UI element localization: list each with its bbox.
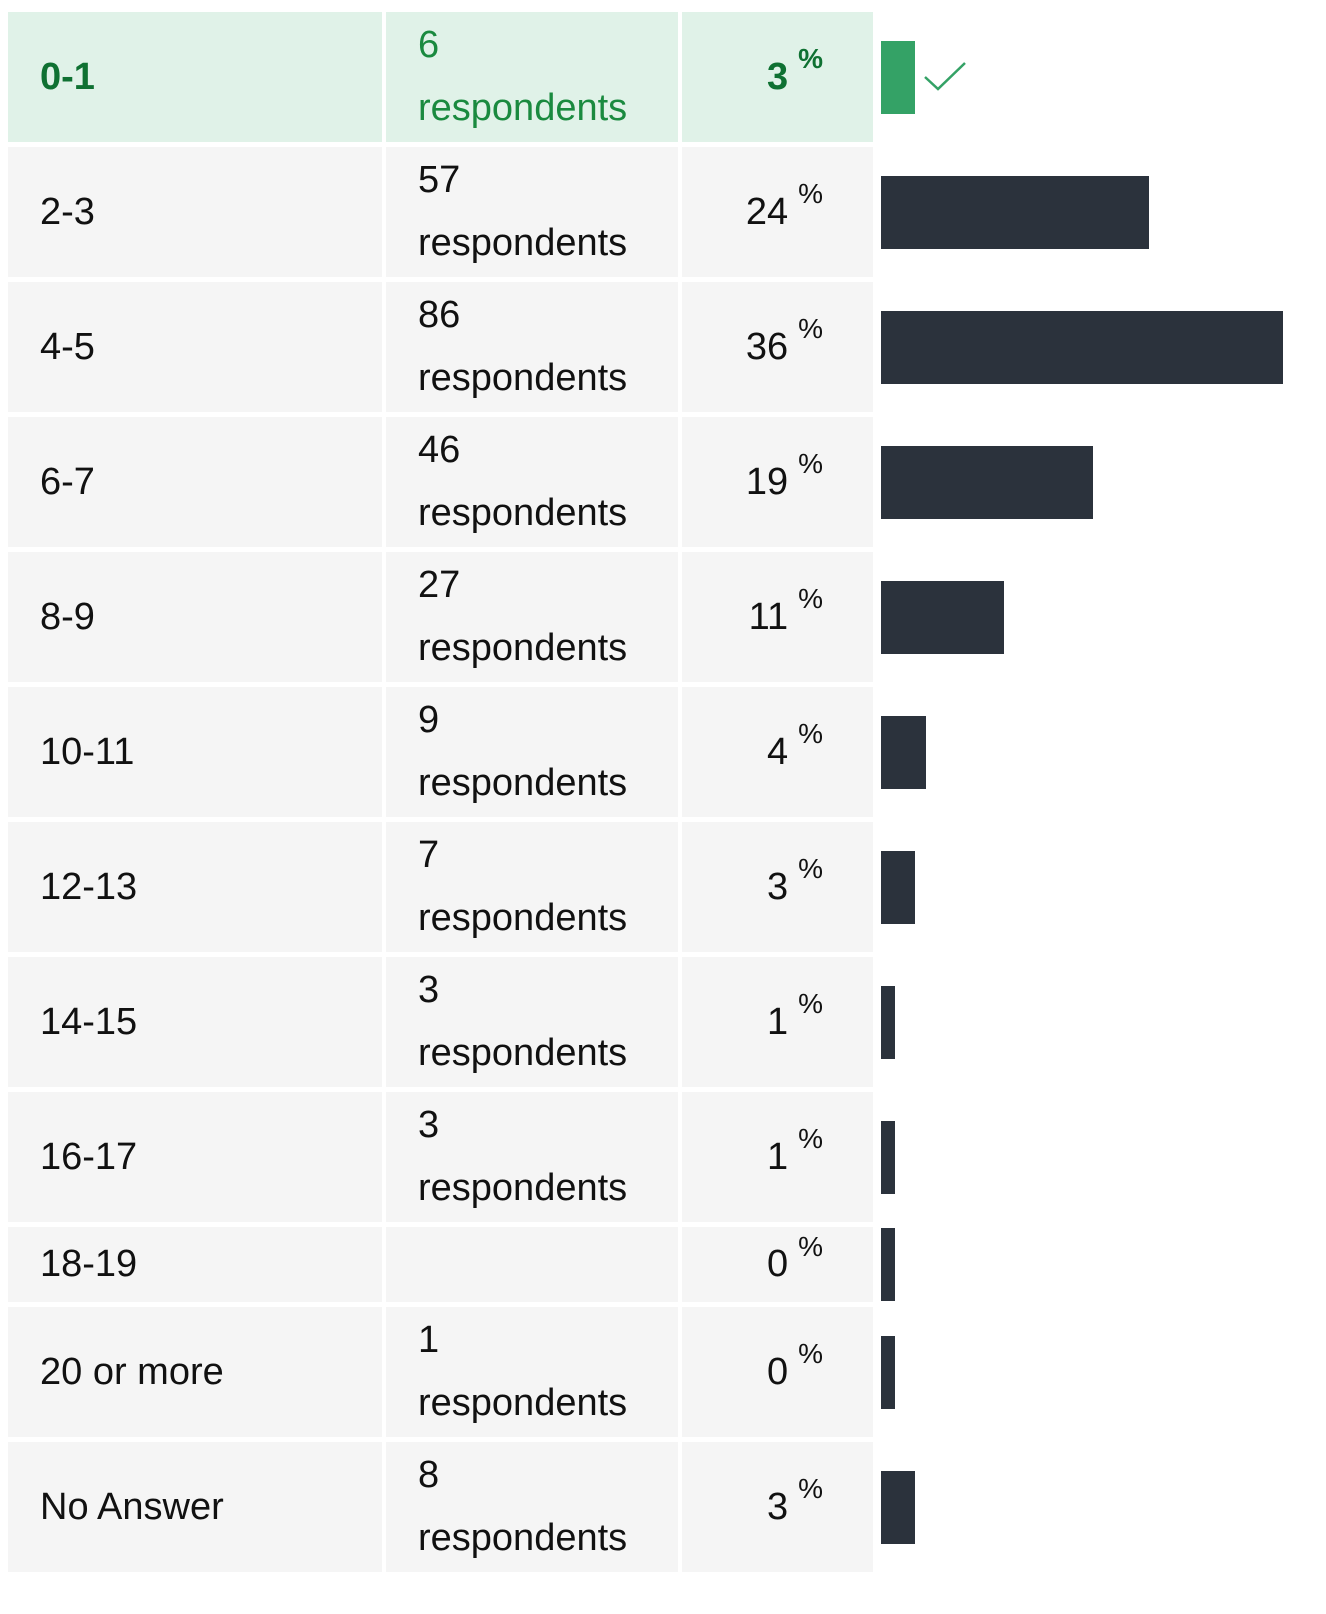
percent-symbol: % — [798, 448, 823, 479]
respondent-count: 86 respondents — [386, 282, 678, 412]
respondent-count: 27 respondents — [386, 552, 678, 682]
result-row: 18-19 0% — [8, 1227, 1326, 1302]
percent-value: 0% — [682, 1307, 873, 1437]
respondent-count: 1 respondents — [386, 1307, 678, 1437]
percent-value: 1% — [682, 1092, 873, 1222]
answer-label: 12-13 — [8, 822, 382, 952]
percent-value: 19% — [682, 417, 873, 547]
result-row: 12-13 7 respondents 3% — [8, 822, 1326, 952]
bar-area — [881, 1092, 1326, 1222]
percent-number: 3 — [766, 55, 789, 98]
respondent-count: 3 respondents — [386, 1092, 678, 1222]
answer-label: 6-7 — [8, 417, 382, 547]
percent-number: 1 — [766, 1000, 789, 1043]
answer-label: 16-17 — [8, 1092, 382, 1222]
percent-number: 36 — [745, 325, 789, 368]
result-bar — [881, 1120, 895, 1194]
percent-number: 0 — [766, 1350, 789, 1393]
percent-value: 0% — [682, 1227, 873, 1302]
answer-label: 0-1 — [8, 12, 382, 142]
percent-number: 4 — [766, 730, 789, 773]
percent-value: 4% — [682, 687, 873, 817]
result-bar — [881, 850, 915, 924]
result-bar — [881, 1335, 895, 1409]
bar-area — [881, 687, 1326, 817]
result-row: 6-7 46 respondents 19% — [8, 417, 1326, 547]
percent-number: 3 — [766, 1485, 789, 1528]
bar-area — [881, 282, 1326, 412]
result-row: 0-1 6 respondents 3% — [8, 12, 1326, 142]
percent-value: 3% — [682, 1442, 873, 1572]
result-bar — [881, 310, 1283, 384]
respondent-count: 57 respondents — [386, 147, 678, 277]
respondent-count — [386, 1227, 678, 1302]
percent-symbol: % — [798, 988, 823, 1019]
percent-value: 11% — [682, 552, 873, 682]
result-row: 16-17 3 respondents 1% — [8, 1092, 1326, 1222]
answer-label: 14-15 — [8, 957, 382, 1087]
bar-area — [881, 957, 1326, 1087]
percent-symbol: % — [798, 1473, 823, 1504]
answer-label: 8-9 — [8, 552, 382, 682]
result-bar — [881, 175, 1149, 249]
answer-label: No Answer — [8, 1442, 382, 1572]
result-bar — [881, 715, 926, 789]
answer-label: 4-5 — [8, 282, 382, 412]
respondent-count: 46 respondents — [386, 417, 678, 547]
respondent-count: 7 respondents — [386, 822, 678, 952]
percent-symbol: % — [798, 178, 823, 209]
respondent-count: 9 respondents — [386, 687, 678, 817]
percent-value: 3% — [682, 822, 873, 952]
result-bar — [881, 580, 1004, 654]
percent-symbol: % — [798, 1230, 823, 1262]
answer-label: 10-11 — [8, 687, 382, 817]
check-icon — [924, 62, 966, 91]
percent-symbol: % — [798, 853, 823, 884]
percent-number: 3 — [766, 865, 789, 908]
percent-value: 24% — [682, 147, 873, 277]
percent-symbol: % — [798, 313, 823, 344]
percent-symbol: % — [798, 718, 823, 749]
respondent-count: 6 respondents — [386, 12, 678, 142]
result-row: 4-5 86 respondents 36% — [8, 282, 1326, 412]
percent-number: 19 — [745, 460, 789, 503]
answer-label: 2-3 — [8, 147, 382, 277]
percent-number: 0 — [766, 1243, 789, 1285]
survey-results-table: 0-1 6 respondents 3% 2-3 57 respondents 24% 4-… — [8, 12, 1326, 1577]
bar-area — [881, 552, 1326, 682]
bar-area — [881, 1442, 1326, 1572]
percent-symbol: % — [798, 43, 823, 74]
bar-area — [881, 12, 1326, 142]
answer-label: 18-19 — [8, 1227, 382, 1302]
bar-area — [881, 147, 1326, 277]
percent-value: 36% — [682, 282, 873, 412]
percent-value: 1% — [682, 957, 873, 1087]
percent-symbol: % — [798, 583, 823, 614]
result-row: 10-11 9 respondents 4% — [8, 687, 1326, 817]
result-row: No Answer 8 respondents 3% — [8, 1442, 1326, 1572]
percent-number: 24 — [745, 190, 789, 233]
bar-area — [881, 417, 1326, 547]
percent-symbol: % — [798, 1338, 823, 1369]
result-row: 2-3 57 respondents 24% — [8, 147, 1326, 277]
answer-label: 20 or more — [8, 1307, 382, 1437]
result-bar — [881, 40, 915, 114]
result-row: 14-15 3 respondents 1% — [8, 957, 1326, 1087]
result-bar — [881, 985, 895, 1059]
percent-value: 3% — [682, 12, 873, 142]
percent-number: 11 — [748, 595, 789, 638]
bar-area — [881, 822, 1326, 952]
bar-area — [881, 1227, 1326, 1302]
result-row: 8-9 27 respondents 11% — [8, 552, 1326, 682]
bar-area — [881, 1307, 1326, 1437]
respondent-count: 3 respondents — [386, 957, 678, 1087]
percent-number: 1 — [766, 1135, 789, 1178]
percent-symbol: % — [798, 1123, 823, 1154]
result-row: 20 or more 1 respondents 0% — [8, 1307, 1326, 1437]
result-bar — [881, 445, 1093, 519]
result-bar — [881, 1228, 895, 1301]
respondent-count: 8 respondents — [386, 1442, 678, 1572]
result-bar — [881, 1470, 915, 1544]
